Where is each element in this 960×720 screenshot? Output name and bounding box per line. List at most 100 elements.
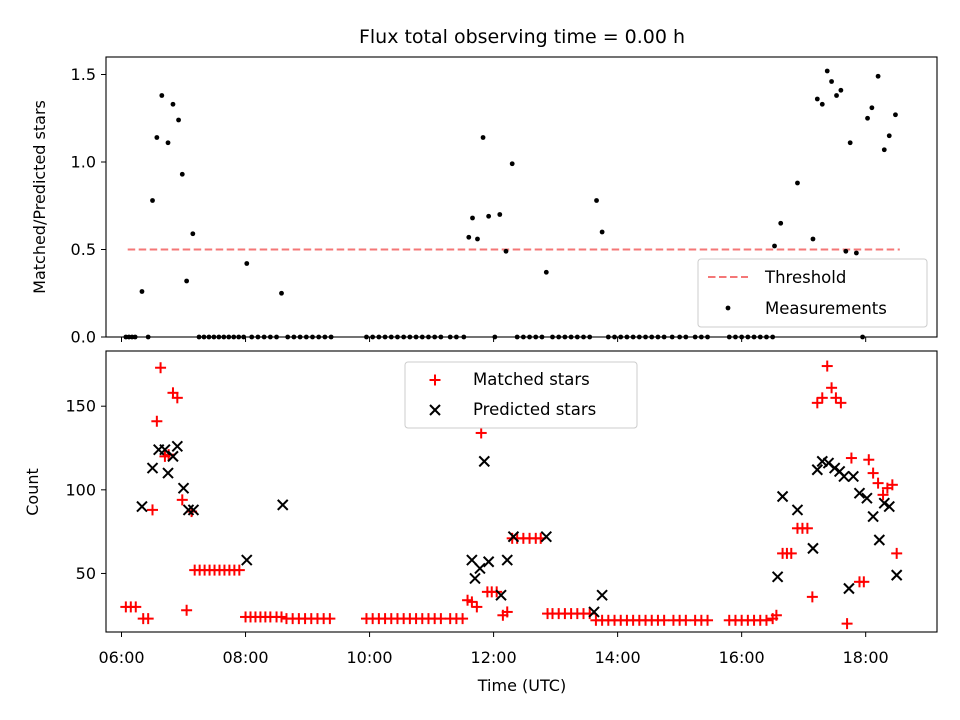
matched-star-point: [171, 392, 183, 404]
matched-star-point: [811, 397, 823, 409]
predicted-star-point: [277, 499, 289, 511]
count-x-tick-label: 18:00: [843, 648, 889, 667]
matched-star-point: [155, 362, 167, 374]
matched-star-point: [845, 452, 857, 464]
count-axis-ticks: 06:00 08:00 10:00 12:00 14:00 16:00 18:00 50 100…: [65, 397, 888, 667]
measurement-point: [893, 112, 898, 118]
measurement-point: [772, 243, 777, 249]
predicted-star-point: [791, 504, 804, 516]
predicted-star-point: [890, 569, 903, 581]
matched-star-point: [891, 547, 903, 559]
measurement-point: [503, 248, 509, 254]
predicted-star-point: [540, 530, 553, 543]
measurement-point: [824, 68, 830, 74]
matched-star-point: [785, 547, 797, 559]
ratio-legend: Threshold Measurements: [697, 258, 928, 328]
count-y-tick-label: 150: [65, 397, 96, 416]
threshold-legend-label: Threshold: [764, 268, 846, 287]
count-x-tick-label: 10:00: [347, 648, 393, 667]
predicted-legend-x-icon: [429, 404, 441, 416]
measurement-point: [176, 117, 181, 123]
measurements-legend-label: Measurements: [765, 299, 887, 318]
predicted-star-point: [507, 530, 520, 543]
ratio-y-tick-label: 0.5: [71, 240, 96, 259]
count-panel: 06:00 08:00 10:00 12:00 14:00 16:00 18:00 50 100…: [23, 350, 938, 695]
measurement-point: [150, 198, 155, 203]
predicted-star-point: [847, 470, 859, 483]
predicted-star-point: [828, 462, 841, 474]
count-y-tick-label: 50: [76, 564, 96, 583]
matched-star-point: [147, 504, 159, 516]
predicted-star-point: [596, 589, 608, 601]
predicted-star-point: [469, 572, 481, 585]
predicted-star-point: [482, 556, 495, 568]
measurements-legend-dot-icon: [725, 305, 731, 311]
matched-star-point: [276, 611, 288, 623]
predicted-star-point: [136, 500, 148, 513]
measurement-point: [184, 278, 190, 284]
measurement-point: [819, 101, 825, 107]
matched-star-point: [176, 494, 188, 506]
measurement-point: [853, 250, 859, 256]
predicted-star-point: [241, 554, 253, 566]
ratio-panel: 0.0 0.5 1.0 1.5 Matched/Predicted stars Thr…: [30, 56, 938, 347]
matched-star-point: [835, 397, 847, 409]
matched-star-point: [181, 604, 193, 616]
predicted-star-point: [478, 455, 490, 468]
predicted-star-point: [843, 582, 855, 595]
matched-star-point: [142, 613, 154, 625]
measurement-point: [829, 79, 834, 84]
ratio-legend-box: [697, 258, 928, 328]
predicted-star-point: [146, 462, 159, 474]
ratio-plot-data: [123, 68, 900, 340]
matched-star-point: [435, 613, 447, 625]
measurement-point: [165, 140, 171, 146]
matched-star-point: [680, 614, 692, 626]
measurement-point: [865, 115, 870, 121]
measurement-point: [834, 93, 839, 98]
measurement-point: [497, 212, 503, 217]
count-x-tick-label: 06:00: [98, 648, 144, 667]
count-axes-frame: [105, 350, 938, 633]
matched-legend-plus-icon: [429, 374, 441, 386]
predicted-star-point: [883, 500, 895, 513]
predicted-star-point: [171, 440, 184, 453]
measurement-point: [475, 236, 480, 242]
ratio-axis-ticks: 0.0 0.5 1.0 1.5: [71, 65, 867, 347]
predicted-star-point: [838, 470, 850, 483]
predicted-star-point: [771, 571, 784, 583]
predicted-star-point: [177, 482, 190, 494]
ratio-y-tick-label: 1.5: [71, 65, 96, 84]
measurement-point: [543, 269, 549, 275]
measurement-point: [466, 234, 472, 240]
predicted-star-point: [853, 487, 866, 499]
predicted-star-point: [811, 464, 824, 476]
measurement-point: [778, 220, 784, 226]
ratio-y-axis-label: Matched/Predicted stars: [30, 100, 49, 294]
measurement-point: [843, 248, 849, 254]
matched-star-point: [770, 609, 782, 621]
measurement-point: [886, 133, 892, 139]
measurement-point: [594, 198, 599, 203]
ratio-y-tick-label: 0.0: [71, 328, 96, 347]
measurement-point: [599, 229, 605, 235]
predicted-star-point: [867, 510, 879, 523]
measurement-point: [139, 289, 145, 294]
matched-star-point: [801, 522, 813, 534]
predicted-star-point: [182, 504, 195, 516]
predicted-star-point: [501, 554, 513, 566]
matched-star-point: [658, 614, 670, 626]
predicted-star-point: [162, 467, 174, 479]
matched-star-point: [826, 382, 838, 394]
count-x-tick-label: 08:00: [222, 648, 268, 667]
matched-star-point: [867, 467, 879, 479]
measurement-point: [159, 93, 165, 98]
matched-star-point: [877, 489, 889, 501]
measurement-point: [795, 180, 800, 186]
predicted-star-point: [187, 504, 200, 516]
measurement-point: [847, 140, 853, 146]
measurement-point: [154, 135, 160, 140]
measurement-point: [170, 101, 176, 107]
count-y-axis-label: Count: [23, 468, 42, 516]
